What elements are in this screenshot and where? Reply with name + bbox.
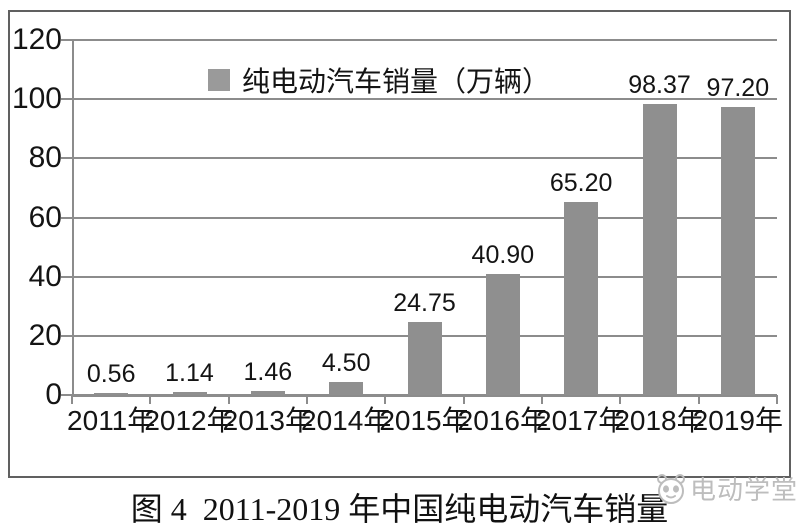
bar-value-label: 1.14 — [165, 358, 214, 387]
x-tick-label: 2013年 — [222, 405, 313, 436]
figure-caption: 图 4 2011-2019 年中国纯电动汽车销量 — [130, 491, 669, 527]
y-tick-label: 40 — [28, 259, 62, 293]
y-tick-label: 20 — [28, 318, 62, 352]
bar-2014年 — [329, 381, 364, 395]
bar-value-label: 0.56 — [86, 360, 136, 389]
chart-legend: 纯电动汽车销量（万辆） — [208, 60, 550, 100]
x-axis-tick — [462, 395, 465, 404]
x-axis-tick — [227, 395, 230, 404]
x-tick-label: 2014年 — [301, 405, 392, 436]
chart-frame: 纯电动汽车销量（万辆） 0.56 1.14 1.46 4.50 24.75 40.90 65… — [8, 10, 791, 478]
y-tick-label: 80 — [28, 141, 62, 175]
legend-swatch — [208, 69, 230, 91]
y-tick-label: 0 — [45, 378, 62, 411]
y-axis-tick — [61, 334, 72, 337]
y-tick-label: 120 — [11, 23, 62, 56]
x-tick-label: 2017年 — [536, 405, 627, 436]
bar-2011年 — [94, 393, 129, 395]
bar-value-label: 65.20 — [549, 169, 613, 198]
x-axis-tick — [149, 395, 152, 404]
gridline — [72, 275, 777, 278]
gridline — [72, 98, 777, 101]
bar-2013年 — [250, 390, 285, 395]
bar-2016年 — [485, 274, 520, 395]
gridline — [72, 157, 777, 160]
y-axis-tick — [61, 39, 72, 41]
bar-value-label: 97.20 — [706, 74, 770, 103]
x-axis-tick — [619, 395, 622, 404]
y-axis-tick — [61, 98, 72, 101]
y-axis-line — [72, 40, 74, 397]
bar-value-label: 24.75 — [393, 288, 456, 317]
bar-2019年 — [720, 107, 755, 395]
x-axis-tick — [306, 395, 308, 404]
y-axis-tick — [61, 216, 72, 219]
x-tick-label: 2016年 — [457, 405, 548, 436]
x-tick-label: 2018年 — [614, 405, 705, 436]
plot-area: 0.56 1.14 1.46 4.50 24.75 40.90 65.20 98.37 97.2… — [61, 39, 778, 404]
y-axis-tick — [61, 275, 72, 278]
bar-value-label: 40.90 — [471, 241, 535, 270]
x-axis-tick — [71, 395, 73, 404]
x-axis-tick — [541, 395, 543, 404]
bar-value-label: 4.50 — [321, 348, 371, 377]
y-axis-tick — [61, 394, 72, 396]
x-tick-label: 2015年 — [379, 405, 470, 436]
x-tick-label: 2012年 — [144, 405, 235, 436]
watermark-text: 电动学堂 — [690, 475, 799, 505]
gridline — [72, 216, 777, 219]
gridline — [72, 394, 777, 397]
bar-2012年 — [172, 391, 207, 395]
y-axis-tick — [61, 157, 72, 160]
panda-face-icon — [657, 473, 685, 504]
y-tick-label: 60 — [28, 200, 62, 234]
x-axis-tick — [776, 395, 778, 404]
bar-2017年 — [564, 202, 599, 395]
bar-value-label: 1.46 — [243, 357, 293, 386]
gridline — [72, 39, 777, 41]
legend-label: 纯电动汽车销量（万辆） — [242, 66, 551, 97]
y-tick-label: 100 — [11, 82, 62, 116]
x-axis-tick — [697, 395, 700, 404]
x-tick-label: 2011年 — [67, 405, 156, 436]
bar-2015年 — [407, 321, 442, 395]
watermark: 电动学堂 — [654, 470, 798, 507]
bar-2018年 — [642, 104, 677, 395]
bar-value-label: 98.37 — [628, 71, 691, 99]
x-axis-tick — [384, 395, 387, 404]
x-tick-label: 2019年 — [692, 405, 783, 436]
